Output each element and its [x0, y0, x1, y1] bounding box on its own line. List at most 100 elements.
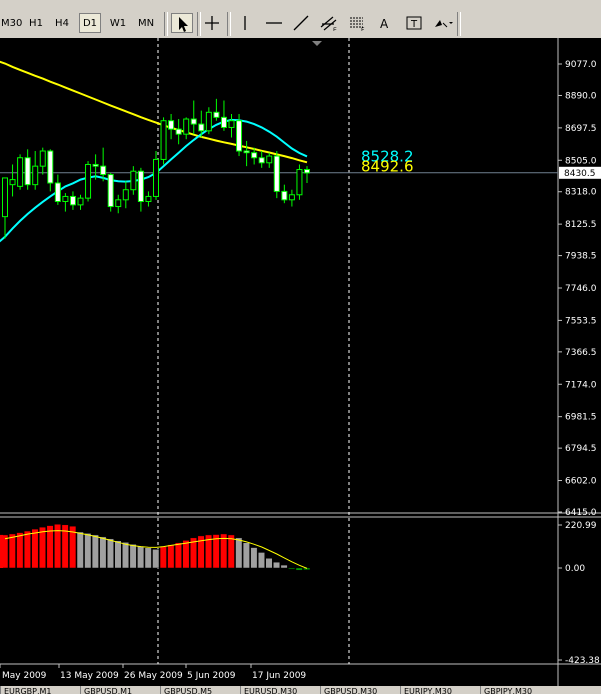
oscillator-signal-line — [4, 530, 308, 569]
candle-body — [296, 169, 303, 196]
timeframe-button-d1[interactable]: D1 — [79, 13, 101, 33]
text-label-icon: T — [406, 16, 422, 30]
candle-body — [62, 195, 69, 202]
oscillator-bar — [144, 547, 152, 569]
text-icon: A — [380, 17, 389, 31]
oscillator-bar — [31, 528, 39, 569]
candle-body — [145, 195, 152, 202]
price-tick-label: 7366.5 — [565, 348, 597, 358]
price-chart[interactable]: 9077.0 8890.0 8697.5 8505.0 8318.0 8125.5 7938… — [0, 38, 601, 686]
oscillator-bar — [76, 531, 84, 569]
tool-text-button[interactable]: A — [374, 13, 396, 33]
toolbar-separator — [197, 12, 201, 36]
tool-vertical-line-button[interactable] — [234, 13, 256, 33]
chart-toolbar: M30 H1 H4 D1 W1 MN E F A T — [0, 0, 601, 39]
tool-arrows-dropdown-button[interactable] — [432, 13, 460, 33]
timeframe-button-mn[interactable]: MN — [137, 18, 155, 29]
time-tick-label: 26 May 2009 — [124, 671, 183, 681]
oscillator-bar — [84, 533, 92, 569]
toolbar-separator — [227, 12, 231, 36]
vertical-line-icon — [244, 16, 246, 30]
candle-body — [24, 157, 31, 186]
candle-body — [9, 179, 16, 186]
oscillator-bar — [242, 542, 250, 569]
candle-body — [137, 170, 144, 202]
candle-body — [288, 194, 295, 201]
current-price-box — [559, 166, 601, 179]
candle-body — [160, 120, 167, 160]
oscillator-bar — [106, 538, 114, 569]
ma-value-label: 8492.6 — [361, 157, 414, 175]
crosshair-icon — [205, 16, 219, 30]
candle-body — [122, 189, 129, 201]
candle-body — [168, 120, 175, 130]
oscillator-bar — [197, 535, 205, 569]
candle-body — [281, 190, 288, 201]
toolbar-separator — [164, 12, 168, 36]
oscillator-bar — [129, 544, 137, 569]
price-tick-label: 8318.0 — [565, 188, 597, 198]
candle-body — [183, 118, 190, 135]
oscillator-bar — [280, 564, 288, 569]
candle-body — [69, 195, 76, 206]
oscillator-bar — [8, 533, 16, 569]
chart-tab[interactable]: GBPJPY,M30 — [480, 686, 560, 694]
timeframe-button-w1[interactable]: W1 — [109, 18, 127, 29]
candle-body — [266, 155, 273, 164]
time-tick-label: 5 Jun 2009 — [187, 671, 236, 681]
chart-tab[interactable]: EURJPY,M30 — [400, 686, 480, 694]
oscillator-bar — [235, 537, 243, 569]
chart-tab[interactable]: GBPUSD,M5 — [160, 686, 240, 694]
chart-window[interactable]: 9077.0 8890.0 8697.5 8505.0 8318.0 8125.5 7938… — [0, 38, 601, 686]
candle-body — [243, 150, 250, 154]
chart-tabs-bar: EURGBP,M1 GBPUSD,M1 GBPUSD,M5 EURUSD,M30 GBP… — [0, 686, 601, 694]
time-tick-label: 17 Jun 2009 — [252, 671, 306, 681]
oscillator-bar — [227, 534, 235, 569]
tool-fibonacci-retracement-button[interactable]: F — [346, 13, 368, 34]
chart-tab[interactable]: EURUSD,M30 — [240, 686, 320, 694]
cursor-arrow-icon — [179, 17, 188, 32]
timeframe-button-m30[interactable]: M30 — [1, 18, 23, 29]
oscillator-bar — [91, 534, 99, 569]
price-tick-label: 6981.5 — [565, 413, 597, 423]
svg-text:T: T — [410, 19, 418, 30]
candle-body — [2, 177, 8, 218]
chart-tab[interactable]: GBPUSD,M1 — [80, 686, 160, 694]
price-tick-label: 8890.0 — [565, 91, 597, 101]
candle-body — [92, 163, 99, 167]
oscillator-bar — [159, 546, 167, 569]
candle-body — [107, 174, 114, 208]
oscillator-bar — [174, 542, 182, 569]
candle-body — [228, 120, 235, 128]
tool-text-label-button[interactable]: T — [403, 13, 425, 33]
candle-body — [85, 163, 92, 199]
timeframe-button-h1[interactable]: H1 — [29, 18, 43, 29]
tool-equidistant-channel-button[interactable]: E — [318, 13, 340, 34]
oscillator-bar — [54, 523, 62, 569]
candle-body — [17, 157, 24, 187]
tool-cursor-arrow-button[interactable] — [171, 13, 193, 33]
timeframe-button-h4[interactable]: H4 — [55, 18, 69, 29]
chart-tab[interactable]: EURGBP,M1 — [0, 686, 80, 694]
oscillator-bar — [137, 545, 145, 569]
chart-tab[interactable]: GBPUSD,M30 — [320, 686, 400, 694]
oscillator-bar — [61, 524, 69, 569]
candle-body — [130, 170, 137, 191]
tool-horizontal-line-button[interactable] — [263, 13, 285, 33]
tool-trendline-button[interactable] — [290, 13, 312, 33]
oscillator-bar — [257, 552, 265, 569]
oscillator-bar — [99, 536, 107, 569]
moving-average-line — [0, 60, 308, 164]
candle-body — [258, 157, 265, 164]
tool-crosshair-button[interactable] — [201, 13, 223, 33]
candle-body — [54, 182, 61, 202]
oscillator-bar — [152, 549, 160, 569]
horizontal-line-icon — [266, 22, 282, 24]
current-price-label: 8430.5 — [564, 169, 596, 179]
candle-body — [77, 197, 84, 206]
price-tick-label: 7553.5 — [565, 316, 597, 326]
oscillator-bar — [23, 530, 31, 569]
oscillator-tick-label: 0.00 — [565, 564, 585, 574]
candle-body — [175, 128, 182, 135]
ma-value-label: 8528.2 — [361, 147, 414, 165]
